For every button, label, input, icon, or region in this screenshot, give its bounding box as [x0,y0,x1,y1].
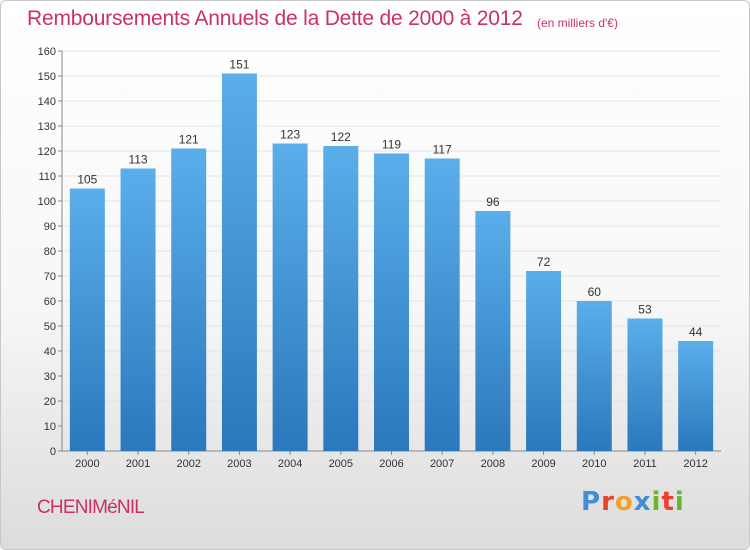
value-label: 117 [433,143,452,157]
brand-letter: i [674,487,685,517]
brand-letter: x [633,487,652,517]
bar-2001 [120,168,156,451]
x-tick-label: 2007 [430,458,454,470]
brand-letter: o [614,487,634,517]
bar-2005 [323,146,359,451]
commune-name: CHENIMéNIL [37,497,145,518]
labels: 0 10 20 30 40 50 60 70 80 90 100 110 120 130 140 150 160… [38,46,708,470]
bar-2007 [424,158,460,451]
x-tick-label: 2003 [227,458,251,470]
chart-unit: (en milliers d'€) [537,16,618,30]
value-label: 113 [128,153,147,167]
x-tick-label: 2004 [278,458,302,470]
x-tick-label: 2002 [176,458,200,470]
brand-letter: r [601,487,615,517]
value-label: 53 [638,303,652,317]
chart-title: Remboursements Annuels de la Dette de 20… [27,7,523,30]
x-tick-label: 2005 [329,458,353,470]
y-tick-label: 0 [50,446,56,458]
y-tick-label: 160 [38,46,56,58]
value-label: 105 [77,173,97,187]
y-tick-label: 60 [44,296,56,308]
y-tick-label: 130 [38,121,56,133]
y-tick-label: 30 [44,371,56,383]
bar-2010 [576,301,612,451]
bar-2003 [221,73,257,451]
bar-2006 [374,153,409,451]
x-tick-label: 2000 [75,458,99,470]
value-label: 151 [229,58,249,72]
y-tick-label: 120 [38,146,56,158]
x-tick-label: 2012 [683,458,707,470]
bar-2009 [526,271,562,451]
y-tick-label: 90 [44,221,56,233]
brand-letter: t [661,487,675,517]
x-tick-label: 2008 [481,458,505,470]
y-tick-label: 50 [44,321,56,333]
y-tick-label: 80 [44,246,56,258]
x-tick-label: 2001 [126,458,150,470]
value-label: 96 [486,195,500,209]
bar-2002 [171,148,207,451]
x-tick-label: 2006 [379,458,403,470]
bar-2004 [272,143,308,451]
bar-2011 [627,318,663,451]
y-tick-label: 70 [44,271,56,283]
bar-2012 [678,341,714,451]
y-tick-label: 10 [44,421,56,433]
bar-2008 [475,211,511,451]
brand-letter: i [651,487,662,517]
value-label: 123 [280,128,300,142]
proxiti-logo: Proxiti [581,487,685,517]
y-tick-label: 100 [38,196,56,208]
y-tick-label: 40 [44,346,56,358]
value-label: 44 [689,325,703,339]
bars [69,73,714,451]
x-tick-label: 2011 [633,458,657,470]
y-tick-label: 150 [38,71,56,83]
bar-2000 [69,188,105,451]
y-tick-label: 140 [38,96,56,108]
y-tick-label: 20 [44,396,56,408]
x-tick-label: 2009 [531,458,555,470]
value-label: 121 [179,133,199,147]
y-tick-label: 110 [38,171,56,183]
x-tick-label: 2010 [582,458,606,470]
value-label: 72 [537,255,551,269]
value-label: 60 [588,285,602,299]
brand-letter: P [581,487,602,517]
value-label: 122 [331,130,351,144]
value-label: 119 [382,138,401,152]
